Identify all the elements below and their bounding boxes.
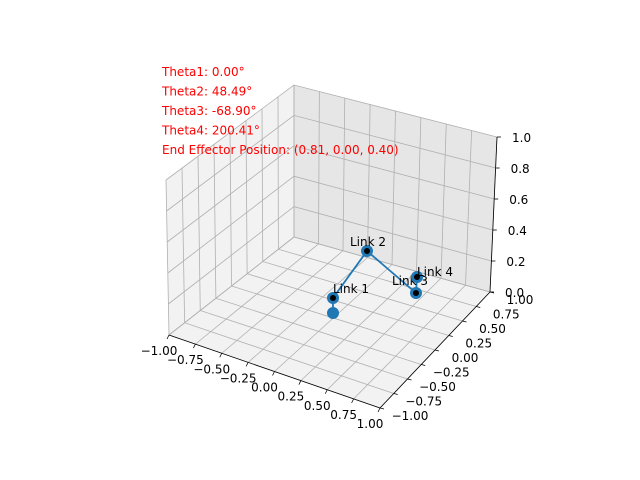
y-tick-mark [448, 335, 453, 337]
z-tick-label: 1.0 [512, 131, 531, 145]
x-tick-label: 0.00 [251, 381, 278, 395]
joint-dot [330, 295, 336, 301]
grid-line-z [166, 145, 495, 243]
joint-label: Link 4 [417, 265, 453, 279]
y-tick-mark [434, 349, 440, 352]
x-tick-mark [324, 389, 328, 394]
pane-floor [169, 237, 490, 408]
x-tick-mark [298, 380, 302, 385]
annotations: Theta1: 0.00° Theta2: 48.49° Theta3: -68.9… [161, 65, 399, 157]
x-tick-mark [245, 362, 249, 367]
joint-dot [414, 274, 420, 280]
y-tick-label: −0.25 [433, 366, 470, 380]
annotation-line: End Effector Position: (0.81, 0.00, 0.40… [162, 143, 399, 157]
grid-line-z [166, 114, 496, 212]
z-axis-line [489, 136, 498, 293]
y-tick-mark [462, 320, 467, 323]
y-tick-label: −0.75 [405, 395, 442, 409]
annotation-line: Theta2: 48.49° [161, 85, 252, 99]
y-tick-mark [476, 306, 481, 308]
x-tick-label: −1.00 [141, 344, 178, 358]
x-tick-mark [351, 398, 354, 404]
joint-marker [327, 307, 339, 319]
pane-back-right [294, 85, 497, 292]
joint-dot [364, 248, 370, 254]
x-tick-label: −0.25 [220, 371, 257, 385]
x-tick-mark [377, 407, 381, 413]
y-tick-label: 1.00 [507, 293, 534, 307]
joint-label: Link 2 [350, 235, 386, 249]
grid-line-z [167, 175, 493, 274]
x-tick-label: 0.75 [330, 408, 357, 422]
x-tick-label: 0.25 [278, 390, 305, 404]
y-tick-mark [407, 378, 412, 381]
grid-line-z [168, 206, 492, 305]
x-tick-label: −0.75 [167, 353, 204, 367]
z-tick-label: 0.4 [508, 224, 527, 238]
joint-dot [413, 290, 419, 296]
annotation-line: Theta4: 200.41° [161, 124, 260, 138]
annotation-line: Theta1: 0.00° [161, 65, 245, 79]
x-tick-label: −0.50 [193, 362, 230, 376]
x-tick-label: 0.50 [304, 399, 331, 413]
y-tick-mark [379, 407, 385, 410]
z-tick-label: 0.8 [511, 162, 530, 176]
grid-line-z [168, 236, 491, 336]
y-tick-labels: −1.00−0.75−0.50−0.250.000.250.500.751.00 [379, 291, 534, 423]
y-tick-label: 0.50 [479, 322, 506, 336]
grid-line-z [165, 84, 498, 181]
y-tick-mark [421, 364, 426, 366]
x-tick-mark [166, 334, 170, 340]
y-tick-label: −0.50 [419, 380, 456, 394]
x-tick-mark [272, 371, 275, 376]
y-tick-label: 0.00 [452, 351, 479, 365]
x-tick-label: 1.00 [357, 417, 384, 431]
z-tick-label: 0.0 [505, 286, 524, 300]
z-tick-label: 0.2 [506, 255, 525, 269]
y-tick-label: 0.75 [493, 308, 520, 322]
x-tick-mark [193, 343, 196, 349]
y-tick-label: 0.25 [465, 337, 492, 351]
annotation-line: Theta3: -68.90° [161, 104, 257, 118]
z-tick-labels: 0.0 0.2 0.4 0.6 0.8 1.0 [490, 131, 531, 300]
joint-label: Link 1 [333, 282, 369, 296]
z-tick-label: 0.6 [509, 193, 528, 207]
x-tick-labels: −1.00−0.75−0.50−0.250.000.250.500.751.00 [141, 334, 384, 431]
y-tick-label: −1.00 [392, 409, 429, 423]
x-tick-mark [219, 353, 223, 358]
y-tick-mark [393, 393, 398, 395]
